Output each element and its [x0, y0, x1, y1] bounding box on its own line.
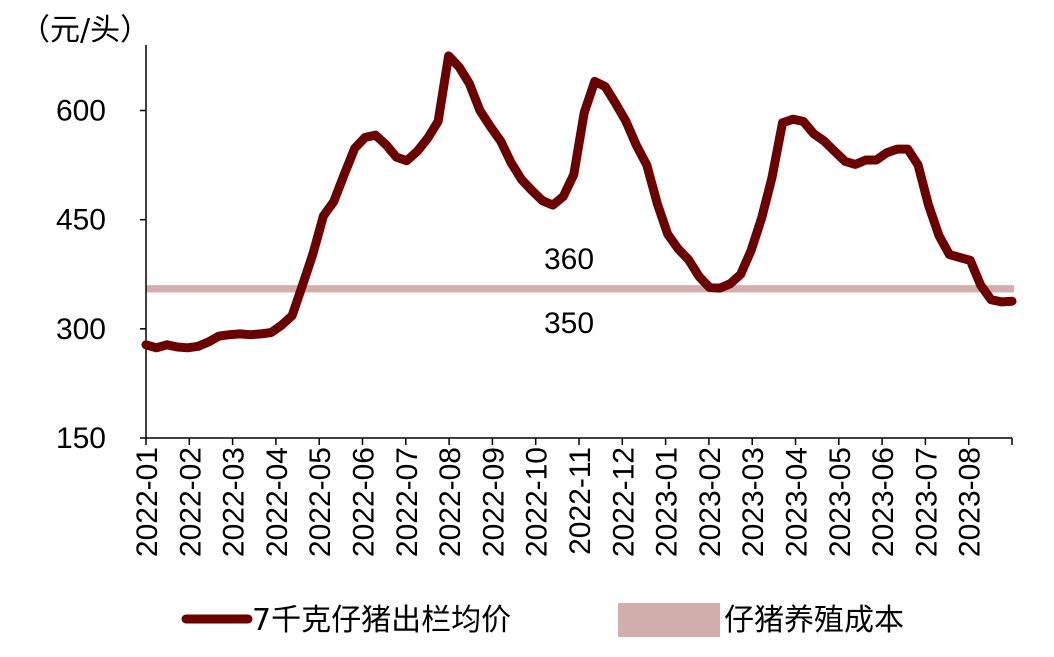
x-tick-label: 2023-04: [781, 447, 814, 557]
y-unit-label: （元/头）: [20, 13, 150, 48]
x-tick-label: 2022-05: [304, 447, 337, 557]
x-tick-label: 2022-08: [434, 447, 467, 557]
y-axis-ticks: 150 300 450 600: [56, 95, 146, 455]
band-lower-label: 350: [544, 307, 594, 340]
y-tick-label: 450: [56, 204, 106, 237]
x-tick-label: 2022-03: [218, 447, 251, 557]
x-tick-label: 2022-09: [477, 447, 510, 557]
x-tick-label: 2022-01: [131, 447, 164, 557]
x-tick-label: 2022-06: [348, 447, 381, 557]
x-tick-label: 2022-12: [607, 447, 640, 557]
legend-label-cost: 仔猪养殖成本: [724, 603, 904, 638]
x-tick-label: 2023-03: [737, 447, 770, 557]
x-tick-label: 2022-10: [521, 447, 554, 557]
x-tick-label: 2023-02: [694, 447, 727, 557]
x-tick-label: 2023-01: [651, 447, 684, 557]
x-tick-label: 2023-07: [910, 447, 943, 557]
x-tick-label: 2023-05: [824, 447, 857, 557]
x-axis-ticks: [145, 438, 1013, 445]
x-tick-label: 2023-08: [954, 447, 987, 557]
x-tick-label: 2023-06: [867, 447, 900, 557]
band-upper-label: 360: [544, 243, 594, 276]
legend-label-price: 7千克仔猪出栏均价: [252, 603, 511, 638]
x-axis-labels: 2022-01 2022-02 2022-03 2022-04 2022-05 2022-…: [131, 447, 987, 557]
price-series-line: [141, 51, 1017, 353]
y-tick-label: 600: [56, 95, 106, 128]
y-tick-label: 300: [56, 313, 106, 346]
x-tick-label: 2022-04: [261, 447, 294, 557]
legend-swatch-cost: [618, 603, 720, 637]
x-tick-label: 2022-11: [564, 447, 597, 555]
x-tick-label: 2022-02: [174, 447, 207, 557]
y-tick-label: 150: [56, 422, 106, 455]
cost-band: [146, 285, 1014, 293]
x-tick-label: 2022-07: [391, 447, 424, 557]
legend: 7千克仔猪出栏均价 仔猪养殖成本: [181, 603, 904, 638]
